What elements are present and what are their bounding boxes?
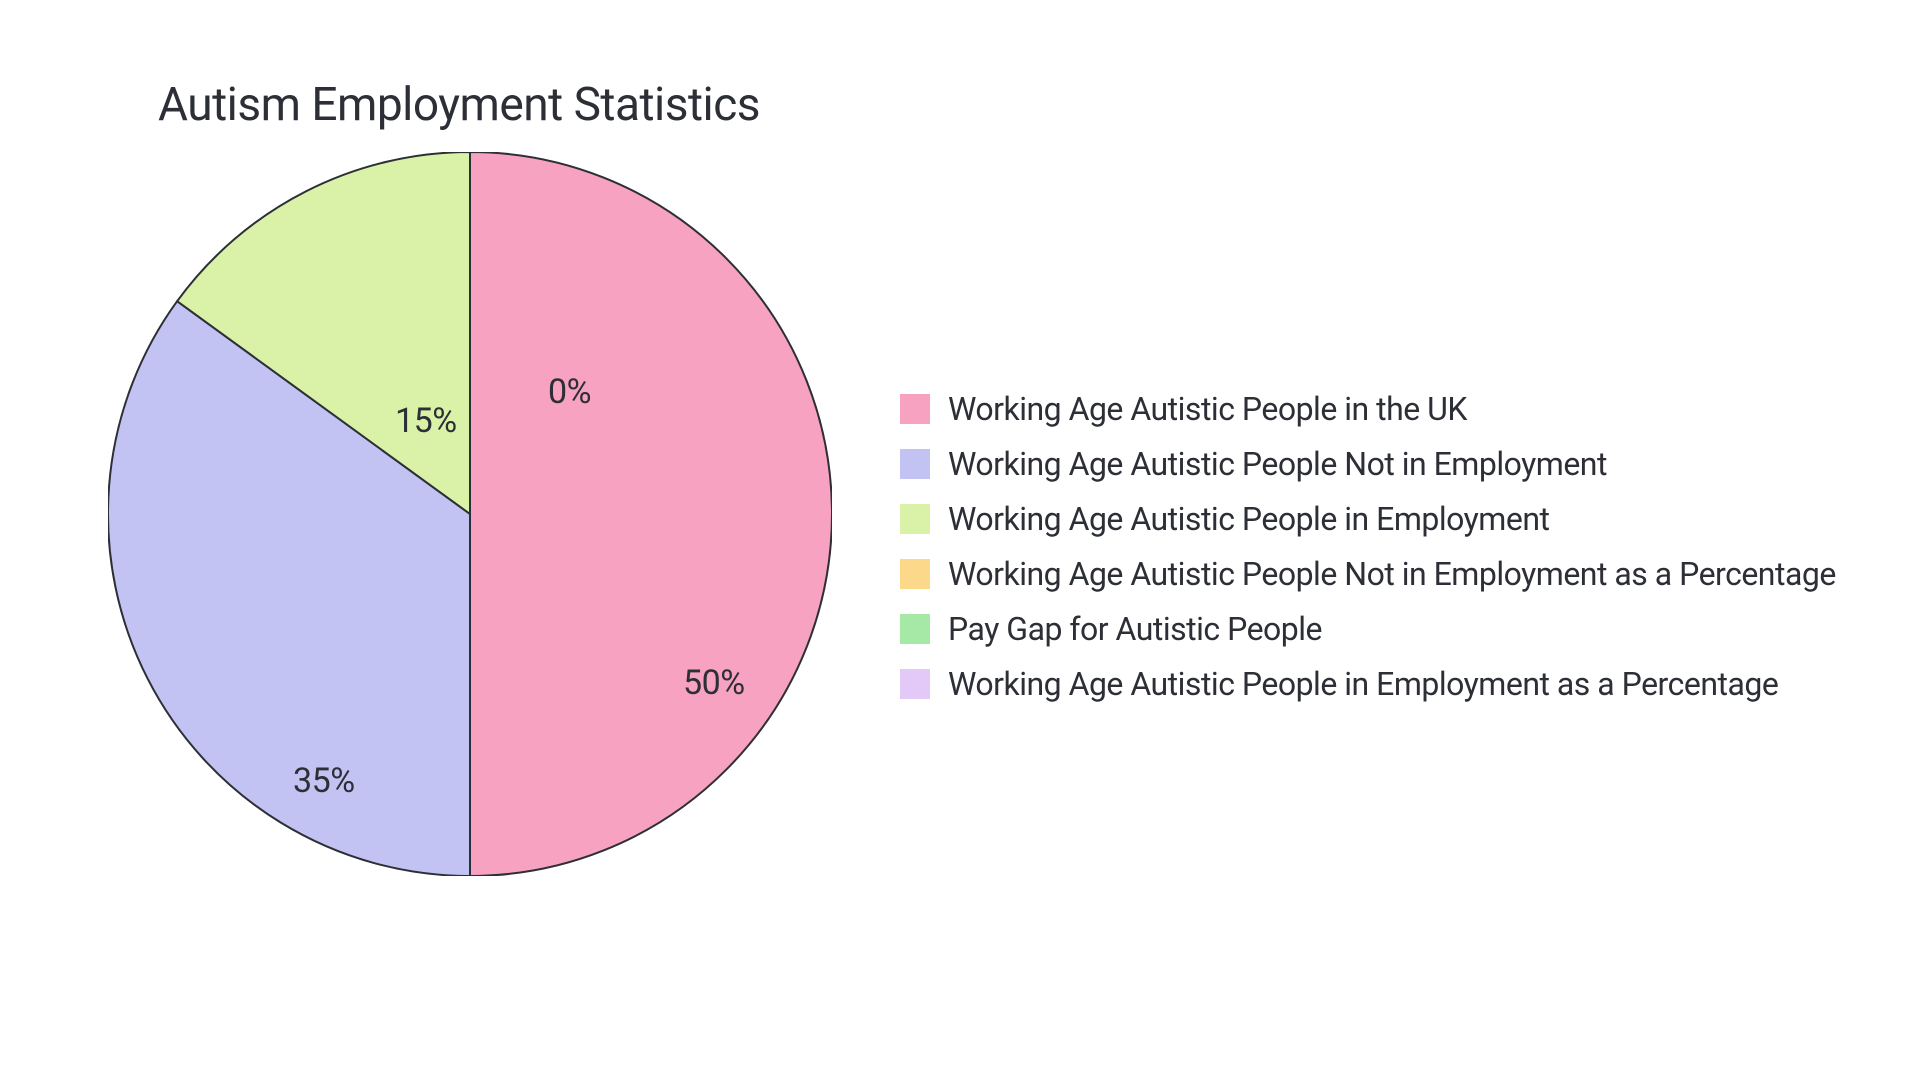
legend-label: Working Age Autistic People in the UK — [948, 390, 1467, 428]
slice-label-zero: 0% — [548, 372, 591, 412]
legend-label: Pay Gap for Autistic People — [948, 610, 1322, 648]
legend-swatch — [900, 559, 930, 589]
legend-swatch — [900, 669, 930, 699]
legend-label: Working Age Autistic People in Employmen… — [948, 665, 1778, 703]
legend-item: Working Age Autistic People in Employmen… — [900, 500, 1836, 538]
legend-label: Working Age Autistic People in Employmen… — [948, 500, 1549, 538]
legend-label: Working Age Autistic People Not in Emplo… — [948, 445, 1607, 483]
legend: Working Age Autistic People in the UK Wor… — [900, 390, 1836, 703]
pie-chart: 50% 35% 15% 0% — [108, 152, 832, 876]
pie-slice — [470, 152, 832, 876]
legend-label: Working Age Autistic People Not in Emplo… — [948, 555, 1836, 593]
slice-label: 50% — [683, 663, 745, 703]
legend-item: Working Age Autistic People Not in Emplo… — [900, 555, 1836, 593]
slice-label: 15% — [395, 401, 457, 441]
legend-swatch — [900, 394, 930, 424]
legend-swatch — [900, 614, 930, 644]
legend-item: Working Age Autistic People Not in Emplo… — [900, 445, 1836, 483]
legend-item: Working Age Autistic People in Employmen… — [900, 665, 1836, 703]
legend-swatch — [900, 504, 930, 534]
legend-swatch — [900, 449, 930, 479]
legend-item: Pay Gap for Autistic People — [900, 610, 1836, 648]
slice-label: 35% — [293, 761, 355, 801]
legend-item: Working Age Autistic People in the UK — [900, 390, 1836, 428]
chart-title: Autism Employment Statistics — [158, 78, 760, 132]
